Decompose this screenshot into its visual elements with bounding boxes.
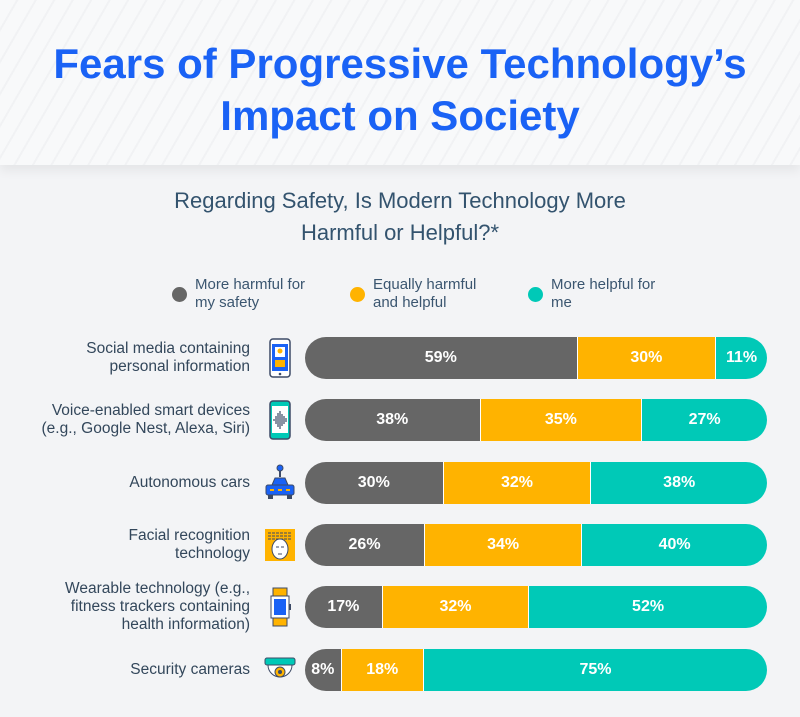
chart-row: Security cameras 8% 18% 75% <box>0 649 800 691</box>
legend-item: More helpful for me <box>528 276 676 312</box>
category-label: Security cameras <box>130 661 250 678</box>
legend-swatch <box>172 286 187 302</box>
data-label: 27% <box>688 411 721 428</box>
bar-segment: 26% <box>305 524 426 566</box>
bar-segment: 38% <box>305 399 481 441</box>
data-label: 32% <box>439 598 472 615</box>
smartphone-voice-icon <box>264 400 296 440</box>
data-label: 59% <box>424 349 457 366</box>
category-label: Wearable technology (e.g., fitness track… <box>65 580 250 633</box>
smartphone-profile-icon <box>264 338 296 378</box>
category-label: Autonomous cars <box>129 474 250 491</box>
bar-segment: 40% <box>582 524 767 566</box>
wearable-tracker-icon <box>264 587 296 627</box>
data-label: 18% <box>366 661 399 678</box>
data-label: 75% <box>579 661 612 678</box>
chart-row: Facial recognition technology 26% 34% 40% <box>0 524 800 566</box>
data-label: 34% <box>487 536 520 553</box>
bar-segment: 27% <box>642 399 767 441</box>
page-title: Fears of Progressive Technology’s Impact… <box>53 40 747 139</box>
legend-swatch <box>350 286 365 302</box>
chart-title-text: Regarding Safety, Is Modern Technology M… <box>174 188 626 245</box>
legend-swatch <box>528 286 543 302</box>
bar-segment: 30% <box>577 337 717 379</box>
data-label: 8% <box>311 661 335 678</box>
category-label: Voice-enabled smart devices (e.g., Googl… <box>41 402 250 437</box>
bar-segment: 75% <box>423 649 767 691</box>
data-label: 52% <box>632 598 665 615</box>
legend-item: More harmful for my safety <box>172 276 320 312</box>
data-label: 38% <box>376 411 409 428</box>
legend: More harmful for my safety Equally harmfu… <box>172 276 706 312</box>
chart-row: Autonomous cars 30% 32% 38% <box>0 462 800 504</box>
legend-item: Equally harmful and helpful <box>350 276 498 312</box>
legend-label: More helpful for me <box>551 276 656 311</box>
data-label: 11% <box>726 349 758 366</box>
legend-label: Equally harmful and helpful <box>373 276 477 311</box>
chart-row: Voice-enabled smart devices (e.g., Googl… <box>0 399 800 441</box>
bar-segment: 17% <box>305 586 383 628</box>
facial-recognition-icon <box>264 525 296 565</box>
category-label: Facial recognition technology <box>128 527 250 562</box>
stacked-bar: 8% 18% 75% <box>305 649 767 691</box>
legend-label: More harmful for my safety <box>195 276 306 311</box>
chart-row: Social media containing personal informa… <box>0 337 800 379</box>
bar-segment: 30% <box>305 462 444 504</box>
chart-row: Wearable technology (e.g., fitness track… <box>0 580 800 633</box>
security-camera-icon <box>264 650 296 690</box>
data-label: 32% <box>500 474 534 491</box>
chart-title: Regarding Safety, Is Modern Technology M… <box>0 185 800 249</box>
bar-segment: 35% <box>480 399 643 441</box>
header-band <box>0 0 800 165</box>
bar-segment: 32% <box>443 462 592 504</box>
bar-segment: 8% <box>305 649 342 691</box>
bar-segment: 52% <box>529 586 767 628</box>
stacked-bar: 17% 32% 52% <box>305 586 767 628</box>
stacked-bar: 30% 32% 38% <box>305 462 767 504</box>
bar-segment: 38% <box>591 462 767 504</box>
data-label: 26% <box>348 536 381 553</box>
stacked-bar: 26% 34% 40% <box>305 524 767 566</box>
data-label: 38% <box>663 474 696 491</box>
data-label: 30% <box>357 474 390 491</box>
bar-segment: 32% <box>382 586 530 628</box>
bar-segment: 18% <box>341 649 424 691</box>
data-label: 35% <box>544 411 577 428</box>
autonomous-car-icon <box>264 463 296 503</box>
bar-segment: 11% <box>716 337 767 379</box>
data-label: 30% <box>630 349 663 366</box>
stacked-bar: 59% 30% 11% <box>305 337 767 379</box>
bar-segment: 59% <box>305 337 578 379</box>
data-label: 40% <box>658 536 691 553</box>
stacked-bar: 38% 35% 27% <box>305 399 767 441</box>
data-label: 17% <box>327 598 360 615</box>
bar-segment: 34% <box>425 524 583 566</box>
category-label: Social media containing personal informa… <box>86 340 250 375</box>
